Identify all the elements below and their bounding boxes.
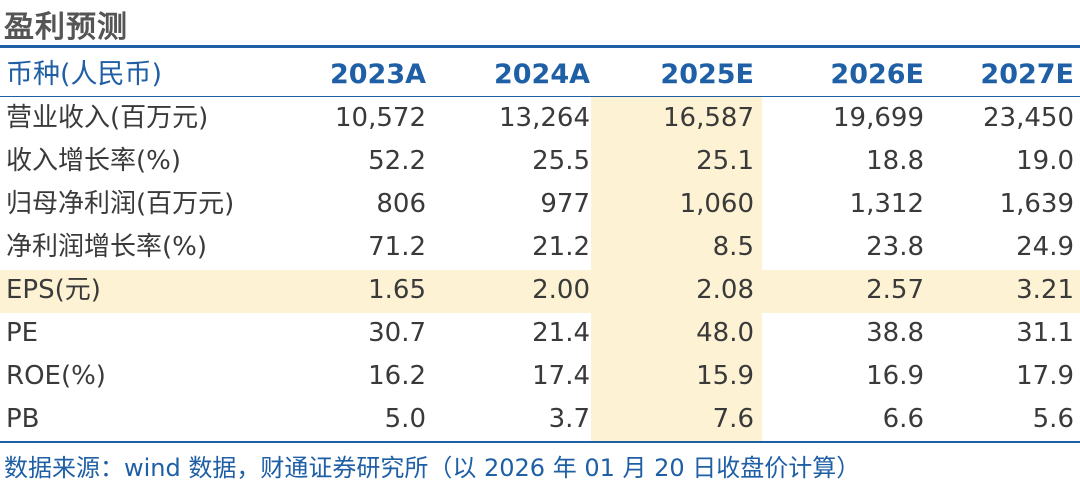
table-cell: 25.1 bbox=[696, 146, 754, 176]
row-label: 归母净利润(百万元) bbox=[6, 189, 235, 219]
table-row: 净利润增长率(%) 71.2 21.2 8.5 23.8 24.9 bbox=[0, 226, 1080, 269]
table-cell: 10,572 bbox=[335, 103, 426, 133]
table-cell: 1.65 bbox=[368, 275, 426, 305]
table-cell: 52.2 bbox=[368, 146, 426, 176]
highlight-row-eps bbox=[0, 270, 1080, 313]
column-header: 2024A bbox=[493, 59, 590, 90]
table-cell: 16.9 bbox=[866, 361, 924, 391]
table-cell: 17.9 bbox=[1016, 361, 1074, 391]
table-bottom-rule bbox=[0, 441, 1080, 443]
column-header: 2026E bbox=[830, 59, 924, 90]
table-cell: 5.0 bbox=[384, 404, 426, 434]
table-row: PE 30.7 21.4 48.0 38.8 31.1 bbox=[0, 312, 1080, 355]
table-cell: 25.5 bbox=[532, 146, 590, 176]
row-label: 收入增长率(%) bbox=[6, 146, 181, 176]
row-label: PB bbox=[6, 404, 40, 434]
table-cell: 17.4 bbox=[532, 361, 590, 391]
table-cell: 13,264 bbox=[499, 103, 590, 133]
table-cell: 71.2 bbox=[368, 232, 426, 262]
table-row: PB 5.0 3.7 7.6 6.6 5.6 bbox=[0, 398, 1080, 441]
table-cell: 24.9 bbox=[1016, 232, 1074, 262]
table-cell: 30.7 bbox=[368, 318, 426, 348]
source-note: 数据来源：wind 数据，财通证券研究所（以 2026 年 01 月 20 日收… bbox=[4, 454, 861, 482]
header-divider bbox=[0, 96, 1080, 97]
table-cell: 1,060 bbox=[679, 189, 754, 219]
row-label: EPS(元) bbox=[6, 275, 101, 305]
page-title: 盈利预测 bbox=[4, 10, 128, 45]
table-cell: 31.1 bbox=[1016, 318, 1074, 348]
table-header-row: 币种(人民币) 2023A 2024A 2025E 2026E 2027E bbox=[0, 52, 1080, 97]
table-cell: 3.21 bbox=[1016, 275, 1074, 305]
column-header: 2023A bbox=[329, 59, 426, 90]
table-cell: 15.9 bbox=[696, 361, 754, 391]
table-cell: 806 bbox=[376, 189, 426, 219]
table-cell: 16,587 bbox=[663, 103, 754, 133]
forecast-table: 币种(人民币) 2023A 2024A 2025E 2026E 2027E 营业… bbox=[0, 52, 1080, 441]
row-label: ROE(%) bbox=[6, 361, 106, 391]
table-cell: 8.5 bbox=[712, 232, 754, 262]
table-row: 营业收入(百万元) 10,572 13,264 16,587 19,699 23… bbox=[0, 97, 1080, 140]
column-header: 2025E bbox=[660, 59, 754, 90]
row-label: 营业收入(百万元) bbox=[6, 103, 209, 133]
table-cell: 16.2 bbox=[368, 361, 426, 391]
table-cell: 6.6 bbox=[882, 404, 924, 434]
table-cell: 38.8 bbox=[866, 318, 924, 348]
table-cell: 2.57 bbox=[866, 275, 924, 305]
table-cell: 19,699 bbox=[833, 103, 924, 133]
table-row: 归母净利润(百万元) 806 977 1,060 1,312 1,639 bbox=[0, 183, 1080, 226]
table-row: ROE(%) 16.2 17.4 15.9 16.9 17.9 bbox=[0, 355, 1080, 398]
table-cell: 2.08 bbox=[696, 275, 754, 305]
table-cell: 7.6 bbox=[712, 404, 754, 434]
table-cell: 3.7 bbox=[548, 404, 590, 434]
header-label: 币种(人民币) bbox=[6, 59, 163, 90]
title-divider bbox=[0, 45, 1080, 48]
column-header: 2027E bbox=[980, 59, 1074, 90]
table-row: EPS(元) 1.65 2.00 2.08 2.57 3.21 bbox=[0, 269, 1080, 312]
row-label: PE bbox=[6, 318, 39, 348]
table-cell: 21.4 bbox=[532, 318, 590, 348]
table-cell: 1,312 bbox=[849, 189, 924, 219]
table-cell: 977 bbox=[540, 189, 590, 219]
table-row: 收入增长率(%) 52.2 25.5 25.1 18.8 19.0 bbox=[0, 140, 1080, 183]
table-cell: 19.0 bbox=[1016, 146, 1074, 176]
table-cell: 21.2 bbox=[532, 232, 590, 262]
row-label: 净利润增长率(%) bbox=[6, 232, 207, 262]
highlight-column-2025e bbox=[591, 97, 762, 441]
table-cell: 2.00 bbox=[532, 275, 590, 305]
table-cell: 23.8 bbox=[866, 232, 924, 262]
table-cell: 18.8 bbox=[866, 146, 924, 176]
table-cell: 1,639 bbox=[999, 189, 1074, 219]
table-cell: 5.6 bbox=[1032, 404, 1074, 434]
table-cell: 48.0 bbox=[696, 318, 754, 348]
table-cell: 23,450 bbox=[983, 103, 1074, 133]
